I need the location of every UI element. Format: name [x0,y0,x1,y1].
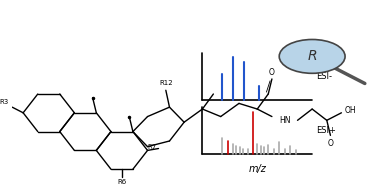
Text: R7: R7 [147,144,157,150]
Text: m/z: m/z [248,164,266,174]
Text: R6: R6 [117,179,127,185]
Text: R: R [307,49,317,63]
Text: R3: R3 [0,99,9,105]
Text: R12: R12 [159,80,173,86]
Text: ESI-: ESI- [316,72,332,81]
Text: O: O [269,68,275,77]
Text: HN: HN [279,116,291,125]
Text: O: O [327,139,333,148]
Text: OH: OH [345,106,357,115]
Text: ESI+: ESI+ [316,126,336,135]
Circle shape [279,39,345,73]
